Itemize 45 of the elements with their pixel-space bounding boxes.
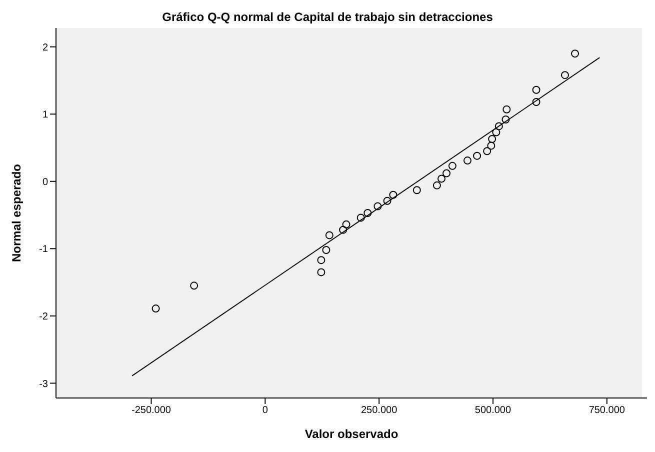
point [473, 152, 482, 160]
point [463, 156, 472, 165]
point [502, 105, 511, 114]
point [389, 190, 398, 199]
point [364, 209, 372, 217]
chart-title: Gráfico Q-Q normal de Capital de trabajo sin detracciones [161, 9, 494, 26]
point [532, 86, 540, 94]
point [502, 115, 510, 124]
point [448, 162, 456, 170]
point [317, 268, 326, 276]
point [560, 71, 569, 80]
point [356, 214, 365, 222]
point [325, 231, 334, 240]
point [488, 135, 496, 143]
y-axis-title: Normal esperado [9, 164, 24, 262]
x-tick-label: 250.000 [360, 405, 398, 416]
point [152, 304, 160, 313]
point [317, 256, 326, 264]
x-tick-label: 500.000 [474, 405, 512, 416]
point [492, 128, 500, 136]
y-tick-label: -1 [39, 244, 48, 256]
x-axis-title: Valor observado [304, 427, 398, 441]
point [442, 169, 451, 178]
point [437, 174, 446, 183]
point [483, 147, 492, 156]
x-tick-label: 750.000 [588, 405, 626, 416]
point [532, 98, 540, 106]
point [383, 196, 392, 205]
x-tick-label: -250.000 [131, 405, 172, 416]
y-tick-label: -2 [39, 311, 48, 322]
y-tick-label: -3 [39, 378, 48, 390]
point [494, 122, 503, 130]
point [412, 186, 421, 194]
point [487, 142, 496, 150]
point [322, 246, 330, 254]
point [571, 50, 580, 58]
point [374, 202, 382, 210]
y-tick-label: 1 [42, 110, 48, 121]
point [432, 181, 441, 190]
point [190, 282, 198, 290]
y-tick-label: 2 [42, 42, 48, 54]
y-tick-label: 0 [42, 176, 48, 188]
x-tick-label: 0 [262, 405, 268, 416]
point [342, 220, 350, 228]
point [339, 226, 348, 234]
